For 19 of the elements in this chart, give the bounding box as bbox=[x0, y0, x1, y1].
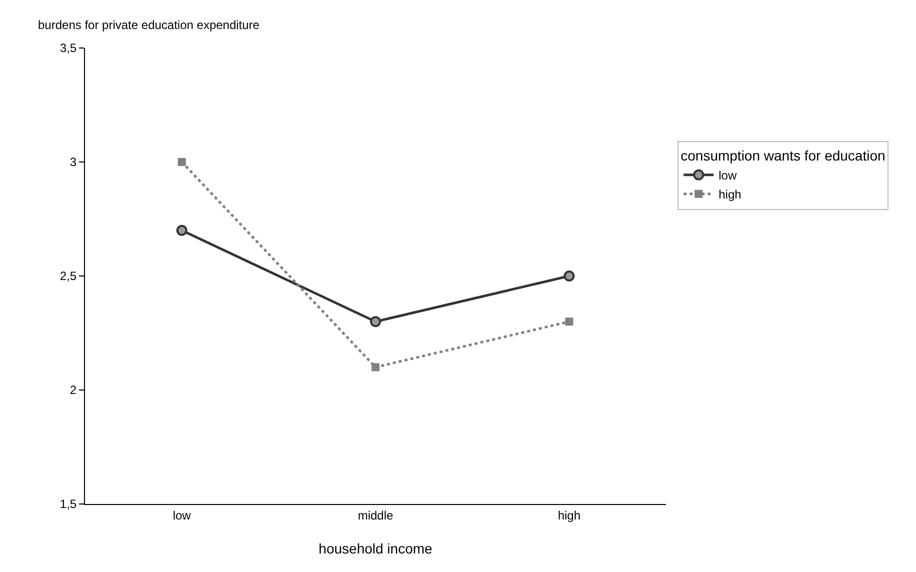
x-tick-label: middle bbox=[358, 508, 394, 522]
y-tick-label: 2,5 bbox=[60, 269, 77, 284]
legend-label: high bbox=[718, 188, 742, 202]
x-tick-label: high bbox=[558, 508, 581, 522]
legend-label: low bbox=[718, 168, 737, 183]
y-tick-label: 1,5 bbox=[60, 497, 77, 512]
y-tick-label: 3,5 bbox=[60, 41, 77, 56]
point bbox=[565, 318, 574, 326]
legend-title: consumption wants for education bbox=[680, 147, 886, 164]
y-tick-label: 3 bbox=[70, 155, 77, 170]
point bbox=[372, 363, 380, 372]
point bbox=[370, 316, 381, 328]
point bbox=[178, 158, 186, 166]
point bbox=[564, 270, 575, 282]
point bbox=[176, 224, 188, 236]
y-axis-title: burdens for private education expenditure bbox=[38, 18, 260, 32]
y-tick-label: 2 bbox=[70, 383, 77, 398]
x-axis-title: household income bbox=[318, 540, 433, 557]
x-tick-label: low bbox=[172, 508, 192, 522]
